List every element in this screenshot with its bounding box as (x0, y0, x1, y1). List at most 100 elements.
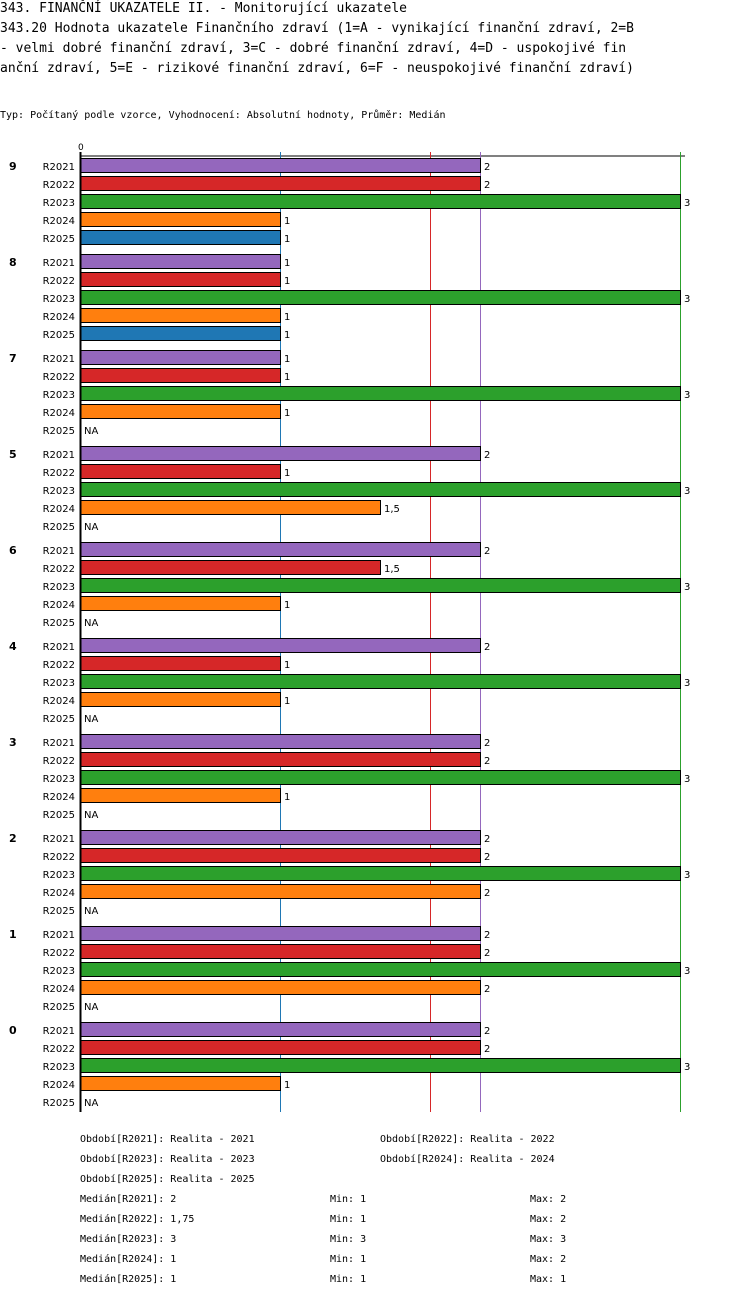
group-label: 6 (9, 544, 17, 557)
bar-value-label: 1 (284, 696, 290, 707)
legend-max-r2023: Max: 3 (530, 1234, 567, 1245)
bar-value-label: 1,5 (384, 504, 400, 515)
bar (80, 1040, 481, 1055)
bar-value-label: NA (84, 618, 98, 629)
row-label: R2021 (43, 258, 75, 269)
bar-value-label: 3 (684, 774, 690, 785)
bar-value-label: 3 (684, 486, 690, 497)
row-label: R2025 (43, 714, 75, 725)
bar (80, 866, 681, 881)
bar (80, 308, 281, 323)
legend-max-r2025: Max: 1 (530, 1274, 567, 1285)
bar-value-label: NA (84, 522, 98, 533)
bar (80, 446, 481, 461)
group-label: 7 (9, 352, 17, 365)
bar (80, 272, 281, 287)
bar-value-label: 1 (284, 372, 290, 383)
row-label: R2023 (43, 582, 75, 593)
bar (80, 230, 281, 245)
bar (80, 752, 481, 767)
row-label: R2023 (43, 966, 75, 977)
bar-value-label: NA (84, 1098, 98, 1109)
group-label: 1 (9, 928, 17, 941)
bar-value-label: 1 (284, 792, 290, 803)
bar (80, 176, 481, 191)
row-label: R2021 (43, 738, 75, 749)
bar (80, 962, 681, 977)
chart-type-info: Typ: Počítaný podle vzorce, Vyhodnocení:… (0, 110, 446, 121)
chart-subtitle-line-2: - velmi dobré finanční zdraví, 3=C - dob… (0, 41, 627, 56)
bar-value-label: 1 (284, 600, 290, 611)
bar (80, 158, 481, 173)
bar-value-label: 3 (684, 678, 690, 689)
bar-value-label: NA (84, 906, 98, 917)
row-label: R2025 (43, 810, 75, 821)
row-label: R2023 (43, 774, 75, 785)
bar (80, 1076, 281, 1091)
bar-value-label: 1 (284, 216, 290, 227)
bar-value-label: NA (84, 1002, 98, 1013)
row-label: R2021 (43, 930, 75, 941)
bar (80, 326, 281, 341)
bar-value-label: 1,5 (384, 564, 400, 575)
row-label: R2021 (43, 834, 75, 845)
bar (80, 770, 681, 785)
legend-min-r2022: Min: 1 (330, 1214, 367, 1225)
bar (80, 350, 281, 365)
row-label: R2025 (43, 426, 75, 437)
legend-median-r2024: Medián[R2024]: 1 (80, 1254, 177, 1265)
row-label: R2021 (43, 642, 75, 653)
row-label: R2022 (43, 756, 75, 767)
row-label: R2025 (43, 906, 75, 917)
group-label: 0 (9, 1024, 17, 1037)
row-label: R2022 (43, 180, 75, 191)
legend-min-r2021: Min: 1 (330, 1194, 367, 1205)
legend-min-r2023: Min: 3 (330, 1234, 367, 1245)
bar (80, 884, 481, 899)
chart-subtitle-line-1: 343.20 Hodnota ukazatele Finančního zdra… (0, 21, 634, 36)
group-label: 5 (9, 448, 17, 461)
group-label: 4 (9, 640, 17, 653)
row-label: R2022 (43, 1044, 75, 1055)
row-label: R2023 (43, 198, 75, 209)
bar (80, 926, 481, 941)
row-label: R2021 (43, 546, 75, 557)
bar (80, 596, 281, 611)
bar (80, 464, 281, 479)
bar (80, 980, 481, 995)
bar-value-label: 2 (484, 948, 490, 959)
row-label: R2021 (43, 450, 75, 461)
legend-median-r2022: Medián[R2022]: 1,75 (80, 1214, 195, 1225)
bar (80, 500, 381, 515)
group-label: 9 (9, 160, 17, 173)
bar-value-label: 3 (684, 870, 690, 881)
row-label: R2021 (43, 162, 75, 173)
legend-min-r2025: Min: 1 (330, 1274, 367, 1285)
row-label: R2021 (43, 1026, 75, 1037)
row-label: R2024 (43, 312, 75, 323)
legend-min-r2024: Min: 1 (330, 1254, 367, 1265)
row-label: R2024 (43, 216, 75, 227)
row-label: R2024 (43, 984, 75, 995)
row-label: R2023 (43, 294, 75, 305)
bar-value-label: 3 (684, 294, 690, 305)
bar-value-label: 2 (484, 642, 490, 653)
row-label: R2023 (43, 678, 75, 689)
bar (80, 254, 281, 269)
bar-value-label: 1 (284, 468, 290, 479)
bar (80, 788, 281, 803)
bar (80, 734, 481, 749)
row-label: R2025 (43, 522, 75, 533)
bar-value-label: 2 (484, 1026, 490, 1037)
group-label: 2 (9, 832, 17, 845)
bar-value-label: NA (84, 426, 98, 437)
bar-value-label: 3 (684, 390, 690, 401)
bar-value-label: 1 (284, 258, 290, 269)
bar (80, 692, 281, 707)
bar-value-label: 2 (484, 162, 490, 173)
bar-value-label: 1 (284, 312, 290, 323)
bar-value-label: 2 (484, 852, 490, 863)
bar-value-label: 2 (484, 834, 490, 845)
bar-value-label: 2 (484, 1044, 490, 1055)
bar-value-label: 3 (684, 1062, 690, 1073)
